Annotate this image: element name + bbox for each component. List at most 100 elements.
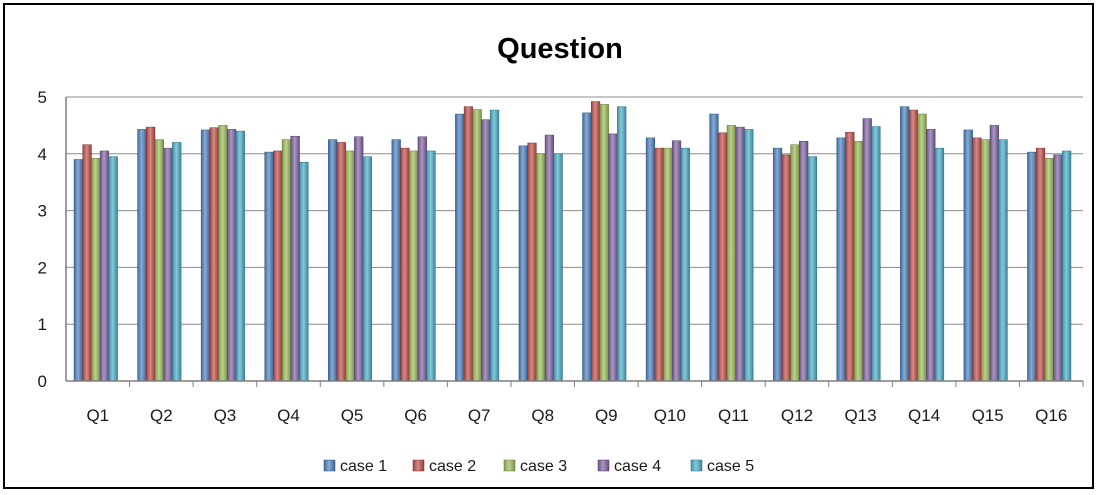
bar-q13-series-5 bbox=[871, 126, 881, 382]
bar-q11-series-2 bbox=[718, 132, 728, 382]
x-tick-label: Q8 bbox=[531, 406, 554, 425]
legend-swatch bbox=[412, 459, 425, 472]
bar-q15-series-5 bbox=[998, 139, 1008, 382]
bar-q3-series-5 bbox=[235, 130, 245, 382]
bar-q10-series-3 bbox=[663, 147, 673, 382]
y-tick-label: 4 bbox=[38, 145, 47, 164]
bar-q16-series-2 bbox=[1035, 147, 1046, 382]
x-tick-label: Q2 bbox=[150, 406, 173, 425]
bar-q6-series-1 bbox=[391, 139, 401, 382]
bar-q4-series-2 bbox=[273, 150, 283, 382]
bar-q7-series-5 bbox=[489, 109, 500, 382]
x-tick-label: Q16 bbox=[1035, 406, 1067, 425]
chart-title: Question bbox=[497, 33, 623, 65]
bar-q7-series-1 bbox=[455, 113, 465, 382]
bar-q12-series-2 bbox=[781, 154, 791, 382]
legend-label: case 2 bbox=[429, 458, 476, 475]
bar-q16-series-1 bbox=[1027, 151, 1037, 382]
bar-q6-series-4 bbox=[417, 136, 427, 382]
bar-q4-series-4 bbox=[290, 135, 300, 382]
bar-q15-series-3 bbox=[981, 139, 991, 382]
bar-q3-series-3 bbox=[218, 125, 228, 382]
bar-q13-series-1 bbox=[836, 137, 846, 382]
x-tick-label: Q13 bbox=[844, 406, 876, 425]
bar-q2-series-4 bbox=[163, 147, 173, 382]
bar-q10-series-4 bbox=[671, 140, 682, 382]
bar-q4-series-5 bbox=[299, 162, 309, 382]
bar-q14-series-2 bbox=[908, 109, 918, 382]
bar-q8-series-1 bbox=[518, 145, 528, 382]
legend-swatch bbox=[503, 459, 516, 472]
bar-q4-series-3 bbox=[281, 139, 292, 382]
x-tick-label: Q5 bbox=[341, 406, 364, 425]
bar-q5-series-2 bbox=[336, 142, 346, 382]
bar-q11-series-4 bbox=[735, 126, 745, 382]
bar-q6-series-3 bbox=[408, 150, 419, 382]
y-tick-label: 1 bbox=[38, 315, 47, 334]
bar-q2-series-2 bbox=[146, 126, 156, 382]
bar-q8-series-5 bbox=[553, 153, 563, 382]
bar-q14-series-3 bbox=[917, 113, 927, 382]
bar-q2-series-1 bbox=[137, 129, 147, 382]
bar-q5-series-1 bbox=[328, 139, 338, 382]
bar-q2-series-5 bbox=[172, 142, 182, 382]
y-tick-label: 3 bbox=[38, 202, 47, 221]
bar-q3-series-1 bbox=[200, 129, 211, 382]
legend-label: case 5 bbox=[707, 458, 754, 475]
bar-q9-series-2 bbox=[590, 101, 601, 382]
bar-q11-series-1 bbox=[709, 113, 719, 382]
bar-q10-series-2 bbox=[654, 147, 664, 382]
bar-q9-series-1 bbox=[582, 112, 592, 382]
y-tick-label: 0 bbox=[38, 372, 47, 391]
bar-q8-series-2 bbox=[527, 142, 537, 382]
x-tick-label: Q7 bbox=[468, 406, 491, 425]
bar-q9-series-3 bbox=[599, 104, 609, 382]
x-tick-label: Q9 bbox=[595, 406, 618, 425]
bar-q14-series-5 bbox=[934, 147, 945, 382]
bar-q12-series-3 bbox=[790, 144, 800, 382]
legend-label: case 1 bbox=[340, 458, 387, 475]
bar-q1-series-3 bbox=[91, 158, 101, 382]
bar-q9-series-5 bbox=[617, 106, 627, 382]
bar-q13-series-4 bbox=[862, 118, 872, 382]
bar-q10-series-5 bbox=[680, 147, 690, 382]
x-tick-label: Q1 bbox=[86, 406, 109, 425]
bar-q12-series-1 bbox=[772, 147, 783, 382]
bar-q16-series-5 bbox=[1062, 150, 1072, 382]
bar-q5-series-4 bbox=[354, 136, 364, 382]
bar-q5-series-3 bbox=[345, 150, 355, 382]
x-tick-label: Q6 bbox=[404, 406, 427, 425]
bar-q14-series-4 bbox=[926, 129, 936, 382]
legend-label: case 4 bbox=[614, 458, 661, 475]
x-tick-label: Q3 bbox=[214, 406, 237, 425]
bar-q9-series-4 bbox=[608, 133, 618, 382]
x-tick-label: Q11 bbox=[718, 406, 749, 425]
bar-q15-series-1 bbox=[963, 129, 973, 382]
bar-q16-series-3 bbox=[1044, 158, 1054, 382]
bar-q4-series-1 bbox=[264, 151, 274, 382]
y-tick-label: 5 bbox=[38, 88, 47, 107]
bar-q8-series-3 bbox=[536, 153, 546, 382]
bar-q1-series-1 bbox=[73, 159, 83, 382]
legend-label: case 3 bbox=[520, 458, 567, 475]
bar-q1-series-5 bbox=[108, 156, 118, 382]
bar-q11-series-5 bbox=[744, 129, 754, 382]
bar-q6-series-5 bbox=[426, 150, 436, 382]
bars bbox=[73, 101, 1072, 382]
x-tick-label: Q10 bbox=[654, 406, 686, 425]
bar-q7-series-2 bbox=[463, 106, 474, 382]
bar-q1-series-2 bbox=[82, 144, 92, 382]
bar-q10-series-1 bbox=[645, 137, 656, 382]
legend-swatch bbox=[323, 459, 336, 472]
bar-q7-series-3 bbox=[472, 109, 482, 382]
bar-q1-series-4 bbox=[99, 150, 110, 382]
bar-q14-series-1 bbox=[900, 106, 910, 382]
y-tick-label: 2 bbox=[38, 258, 47, 277]
bar-q12-series-5 bbox=[807, 156, 817, 382]
x-tick-label: Q15 bbox=[972, 406, 1004, 425]
bar-q3-series-4 bbox=[227, 129, 237, 382]
bar-q15-series-4 bbox=[989, 125, 999, 382]
x-tick-label: Q4 bbox=[277, 406, 300, 425]
bar-q6-series-2 bbox=[400, 147, 410, 382]
